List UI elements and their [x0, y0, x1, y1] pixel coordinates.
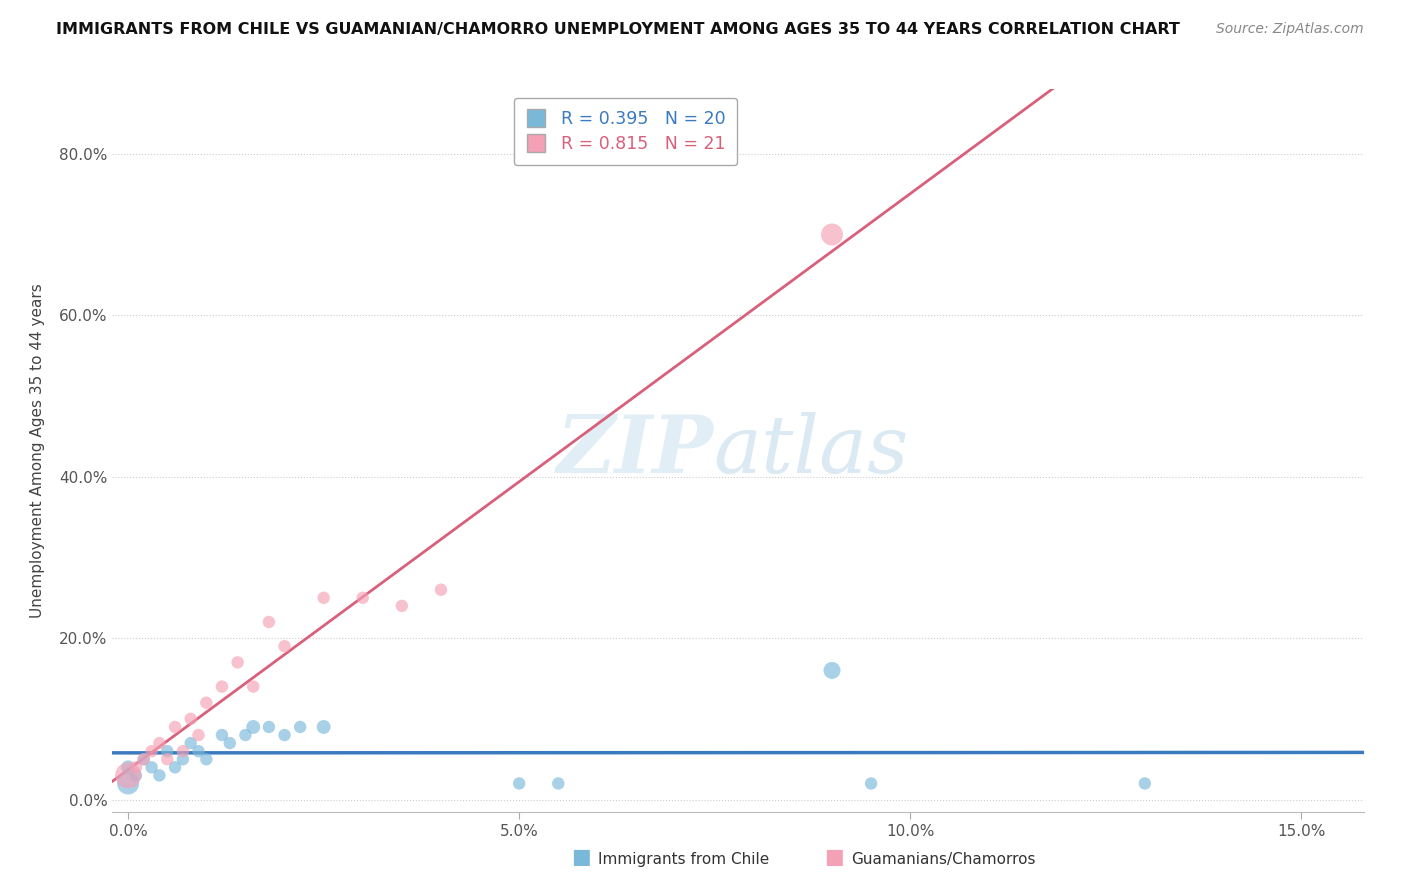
Point [312, 720, 335, 734]
Text: Immigrants from Chile: Immigrants from Chile [598, 852, 769, 867]
Text: IMMIGRANTS FROM CHILE VS GUAMANIAN/CHAMORRO UNEMPLOYMENT AMONG AGES 35 TO 44 YEA: IMMIGRANTS FROM CHILE VS GUAMANIAN/CHAMO… [56, 22, 1180, 37]
Point [125, 760, 148, 774]
Point [860, 776, 883, 790]
Point [148, 736, 170, 750]
Point [242, 720, 264, 734]
Legend: R = 0.395   N = 20, R = 0.815   N = 21: R = 0.395 N = 20, R = 0.815 N = 21 [513, 98, 737, 165]
Point [172, 752, 194, 766]
Point [352, 591, 374, 605]
Y-axis label: Unemployment Among Ages 35 to 44 years: Unemployment Among Ages 35 to 44 years [31, 283, 45, 618]
Point [312, 591, 335, 605]
Point [226, 656, 249, 670]
Point [117, 760, 139, 774]
Point [257, 720, 280, 734]
Point [141, 760, 163, 774]
Point [156, 744, 179, 758]
Point [132, 752, 155, 766]
Text: Source: ZipAtlas.com: Source: ZipAtlas.com [1216, 22, 1364, 37]
Point [547, 776, 569, 790]
Text: atlas: atlas [713, 412, 908, 489]
Text: ■: ■ [571, 847, 591, 867]
Point [132, 752, 155, 766]
Point [156, 752, 179, 766]
Point [218, 736, 240, 750]
Point [273, 728, 295, 742]
Point [821, 227, 844, 242]
Point [257, 615, 280, 629]
Point [148, 768, 170, 782]
Text: Guamanians/Chamorros: Guamanians/Chamorros [851, 852, 1035, 867]
Point [163, 760, 186, 774]
Text: ZIP: ZIP [557, 412, 713, 489]
Point [430, 582, 453, 597]
Point [172, 744, 194, 758]
Point [117, 776, 139, 790]
Point [211, 680, 233, 694]
Point [1133, 776, 1156, 790]
Point [508, 776, 530, 790]
Point [180, 736, 202, 750]
Point [163, 720, 186, 734]
Point [391, 599, 413, 613]
Text: ■: ■ [824, 847, 844, 867]
Point [125, 768, 148, 782]
Point [180, 712, 202, 726]
Point [288, 720, 311, 734]
Point [117, 768, 139, 782]
Point [187, 744, 209, 758]
Point [141, 744, 163, 758]
Point [242, 680, 264, 694]
Point [235, 728, 257, 742]
Point [195, 696, 218, 710]
Point [211, 728, 233, 742]
Point [821, 664, 844, 678]
Point [273, 639, 295, 653]
Point [187, 728, 209, 742]
Point [195, 752, 218, 766]
